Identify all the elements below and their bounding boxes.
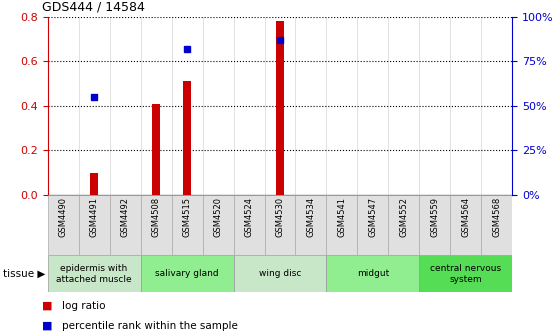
Bar: [203, 195, 234, 255]
Text: GSM4490: GSM4490: [59, 197, 68, 237]
Text: ■: ■: [42, 321, 53, 331]
Text: GSM4559: GSM4559: [431, 197, 440, 237]
Text: percentile rank within the sample: percentile rank within the sample: [62, 321, 237, 331]
Text: tissue ▶: tissue ▶: [3, 269, 45, 279]
Text: GDS444 / 14584: GDS444 / 14584: [42, 0, 145, 13]
Text: epidermis with
attached muscle: epidermis with attached muscle: [56, 264, 132, 284]
Bar: [78, 195, 110, 255]
Text: salivary gland: salivary gland: [155, 269, 219, 278]
Bar: [183, 81, 191, 195]
Text: log ratio: log ratio: [62, 301, 105, 311]
Bar: [357, 195, 389, 255]
Text: GSM4524: GSM4524: [245, 197, 254, 237]
Bar: [264, 195, 296, 255]
Text: GSM4520: GSM4520: [213, 197, 222, 237]
Bar: [389, 195, 419, 255]
Bar: [234, 195, 264, 255]
Bar: [419, 195, 450, 255]
Bar: [48, 255, 141, 292]
Bar: [90, 173, 98, 195]
Text: GSM4552: GSM4552: [399, 197, 408, 237]
Text: GSM4547: GSM4547: [368, 197, 377, 237]
Bar: [482, 195, 512, 255]
Bar: [141, 255, 234, 292]
Text: GSM4530: GSM4530: [276, 197, 284, 237]
Text: GSM4568: GSM4568: [492, 197, 501, 237]
Bar: [152, 103, 160, 195]
Bar: [171, 195, 203, 255]
Text: GSM4541: GSM4541: [338, 197, 347, 237]
Text: GSM4515: GSM4515: [183, 197, 192, 237]
Bar: [326, 255, 419, 292]
Bar: [48, 195, 78, 255]
Text: GSM4508: GSM4508: [152, 197, 161, 237]
Bar: [110, 195, 141, 255]
Text: ■: ■: [42, 301, 53, 311]
Text: GSM4534: GSM4534: [306, 197, 315, 237]
Text: central nervous
system: central nervous system: [430, 264, 502, 284]
Bar: [276, 21, 284, 195]
Text: midgut: midgut: [357, 269, 389, 278]
Text: GSM4492: GSM4492: [120, 197, 129, 237]
Text: GSM4491: GSM4491: [90, 197, 99, 237]
Bar: [141, 195, 171, 255]
Text: GSM4564: GSM4564: [461, 197, 470, 237]
Bar: [326, 195, 357, 255]
Bar: [296, 195, 326, 255]
Text: wing disc: wing disc: [259, 269, 301, 278]
Bar: [450, 195, 482, 255]
Bar: [419, 255, 512, 292]
Bar: [234, 255, 326, 292]
